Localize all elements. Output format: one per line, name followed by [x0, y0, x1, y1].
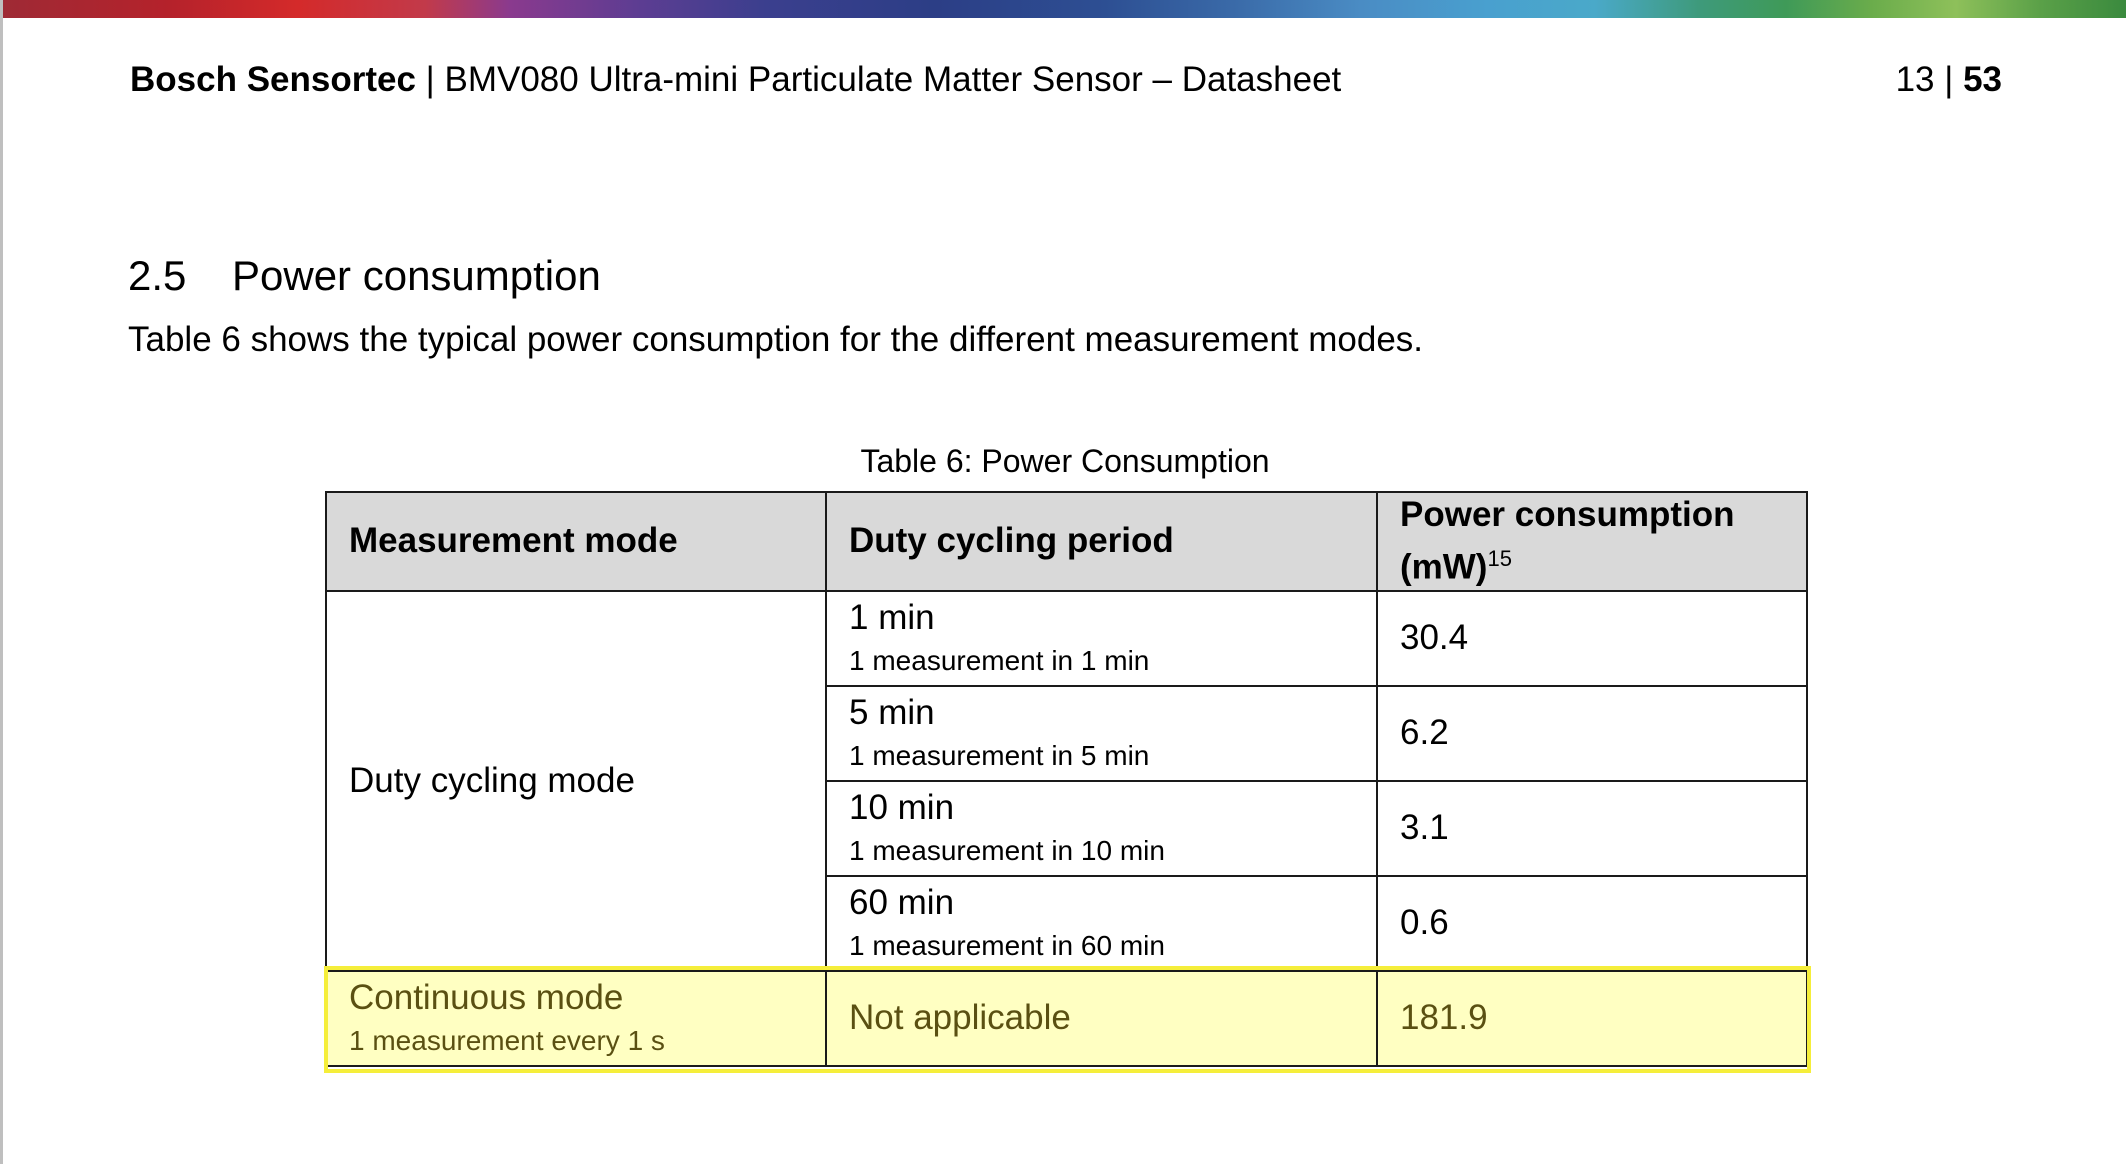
section-number: 2.5: [128, 252, 187, 299]
header-power-consumption: Power consumption (mW)15: [1376, 491, 1808, 592]
page-total: 53: [1963, 60, 2002, 99]
continuous-period-cell: Not applicable: [825, 969, 1378, 1067]
power-consumption-table: Measurement mode Duty cycling period Pow…: [325, 491, 1808, 1067]
page-number: 13 | 53: [1896, 58, 2002, 102]
period-value: 10 min: [849, 788, 955, 828]
power-cell: 0.6: [1376, 874, 1808, 972]
page-left-edge: [0, 0, 3, 1164]
header-title: BMV080 Ultra-mini Particulate Matter Sen…: [444, 60, 1342, 99]
period-cell: 5 min 1 measurement in 5 min: [825, 684, 1378, 782]
continuous-mode-label: Continuous mode: [349, 978, 624, 1018]
continuous-mode-detail: 1 measurement every 1 s: [349, 1025, 665, 1057]
period-value: 5 min: [849, 693, 935, 733]
page-current: 13: [1895, 60, 1935, 99]
period-detail: 1 measurement in 10 min: [849, 835, 1165, 867]
duty-cycling-mode-cell: Duty cycling mode: [325, 589, 827, 972]
table-row: Duty cycling mode 1 min 1 measurement in…: [325, 589, 1808, 972]
table-header-row: Measurement mode Duty cycling period Pow…: [325, 491, 1808, 592]
power-cell: 6.2: [1376, 684, 1808, 782]
continuous-power-cell: 181.9: [1376, 969, 1808, 1067]
section-title: Power consumption: [232, 252, 601, 299]
power-cell: 3.1: [1376, 779, 1808, 877]
continuous-mode-cell: Continuous mode 1 measurement every 1 s: [325, 969, 827, 1067]
period-detail: 1 measurement in 60 min: [849, 930, 1165, 962]
page-number-separator: |: [1934, 60, 1964, 99]
section-heading: 2.5 Power consumption: [128, 250, 601, 302]
header-measurement-mode: Measurement mode: [325, 491, 827, 592]
period-cell: 60 min 1 measurement in 60 min: [825, 874, 1378, 972]
period-detail: 1 measurement in 5 min: [849, 740, 1150, 772]
period-detail: 1 measurement in 1 min: [849, 645, 1150, 677]
table-row-continuous-highlighted: Continuous mode 1 measurement every 1 s …: [325, 969, 1808, 1067]
header-separator: |: [415, 60, 445, 99]
period-value: 1 min: [849, 598, 935, 638]
header-duty-cycling-period: Duty cycling period: [825, 491, 1378, 592]
header-brand: Bosch Sensortec: [130, 60, 416, 99]
footnote-marker: 15: [1487, 546, 1512, 571]
brand-color-band: [0, 0, 2126, 18]
table-row: 10 min 1 measurement in 10 min 3.1: [326, 779, 1808, 877]
power-cell: 30.4: [1376, 589, 1808, 687]
table-caption: Table 6: Power Consumption: [860, 443, 1270, 479]
period-cell: 10 min 1 measurement in 10 min: [825, 779, 1378, 877]
table-row: 60 min 1 measurement in 60 min 0.6: [326, 874, 1808, 972]
page-header: Bosch Sensortec | BMV080 Ultra-mini Part…: [130, 58, 1341, 102]
section-intro: Table 6 shows the typical power consumpt…: [128, 320, 1424, 359]
period-value: 60 min: [849, 883, 955, 923]
table-row: 5 min 1 measurement in 5 min 6.2: [326, 684, 1808, 782]
period-cell: 1 min 1 measurement in 1 min: [825, 589, 1378, 687]
